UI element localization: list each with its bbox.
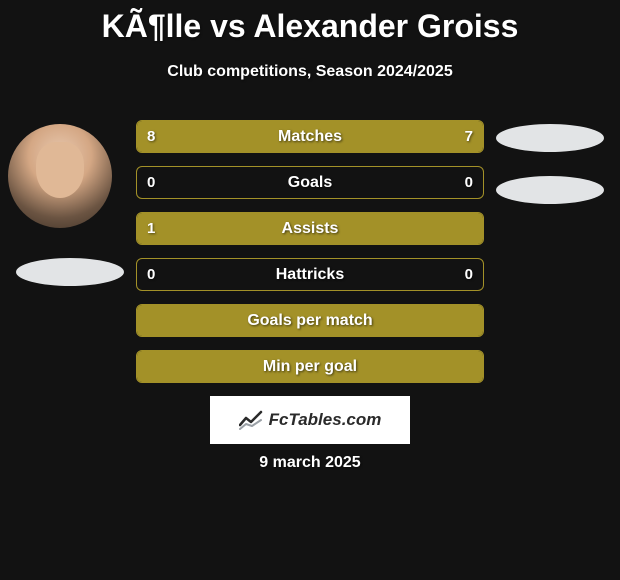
footer-date: 9 march 2025 — [0, 454, 620, 472]
stat-row: 1Assists — [136, 212, 484, 245]
stat-row: 00Hattricks — [136, 258, 484, 291]
page-subtitle: Club competitions, Season 2024/2025 — [0, 63, 620, 81]
page-title: KÃ¶lle vs Alexander Groiss — [0, 0, 620, 45]
stat-label: Assists — [137, 213, 483, 244]
stat-row: 00Goals — [136, 166, 484, 199]
stat-label: Matches — [137, 121, 483, 152]
shadow-ellipse-right-1 — [496, 124, 604, 152]
stat-row: 87Matches — [136, 120, 484, 153]
shadow-ellipse-right-2 — [496, 176, 604, 204]
player-left-avatar — [8, 124, 112, 228]
stat-row: Min per goal — [136, 350, 484, 383]
stat-label: Goals — [137, 167, 483, 198]
watermark-text: FcTables.com — [269, 410, 382, 430]
stat-label: Goals per match — [137, 305, 483, 336]
shadow-ellipse-left — [16, 258, 124, 286]
stat-row: Goals per match — [136, 304, 484, 337]
stats-chart: 87Matches 00Goals 1Assists 00Hattricks Goals… — [136, 120, 484, 396]
chart-icon — [239, 410, 263, 430]
stat-label: Hattricks — [137, 259, 483, 290]
stat-label: Min per goal — [137, 351, 483, 382]
watermark: FcTables.com — [210, 396, 410, 444]
